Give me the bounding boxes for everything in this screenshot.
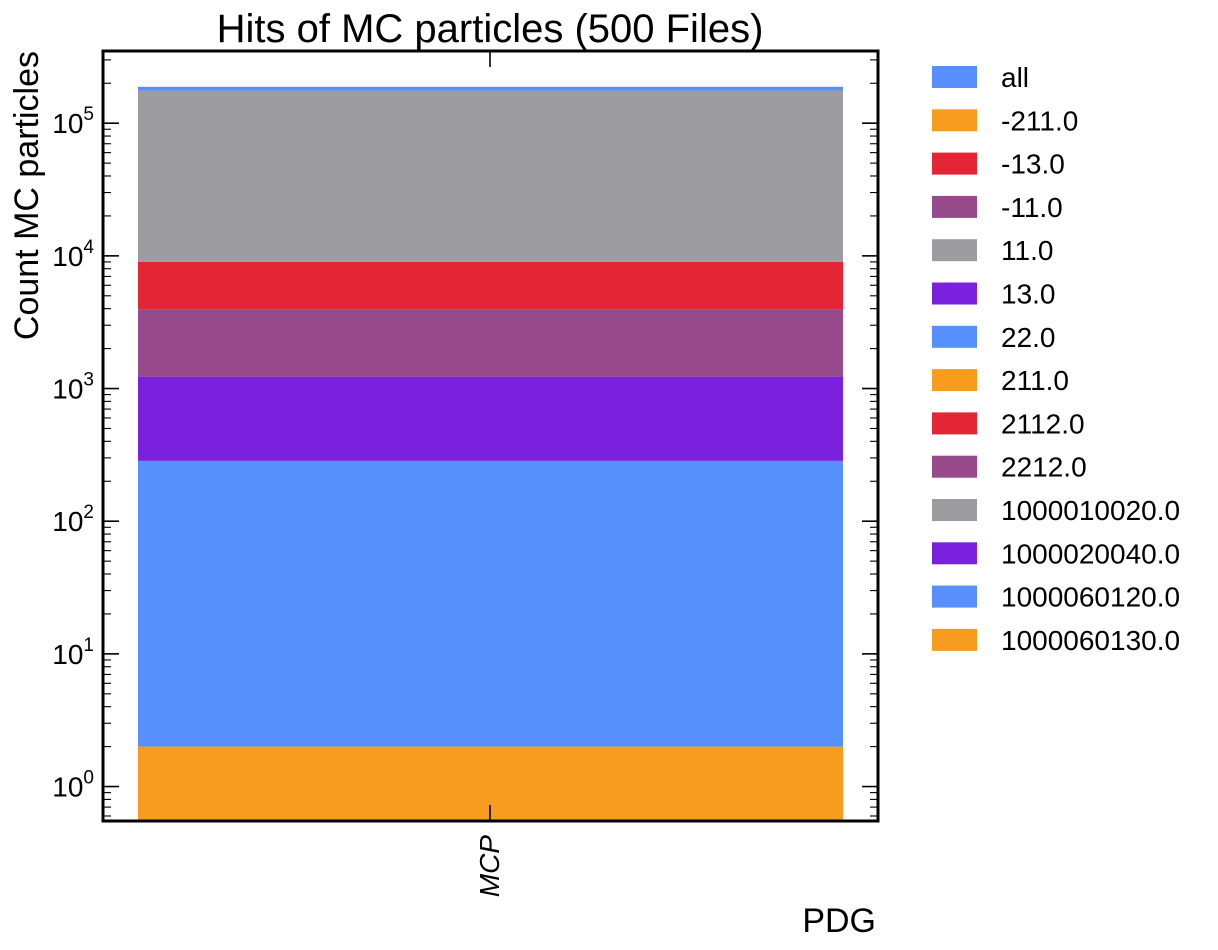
legend-label: 1000010020.0 bbox=[1001, 495, 1180, 526]
y-tick-labels: 100 101 102 103 104 105 bbox=[52, 104, 94, 802]
legend-item: 2212.0 bbox=[932, 452, 1087, 483]
legend-label: -13.0 bbox=[1001, 149, 1065, 180]
bar-segment bbox=[138, 376, 843, 461]
legend-label: 11.0 bbox=[1001, 235, 1053, 266]
legend-item: all bbox=[932, 62, 1029, 93]
bar-segment bbox=[138, 261, 843, 310]
y-axis-label: Count MC particles bbox=[8, 51, 46, 340]
legend-item: 1000060130.0 bbox=[932, 625, 1180, 656]
legend-swatch bbox=[932, 542, 977, 565]
legend-item: 1000010020.0 bbox=[932, 495, 1180, 526]
legend-swatch bbox=[932, 369, 977, 392]
legend-swatch bbox=[932, 152, 977, 175]
legend-item: -13.0 bbox=[932, 149, 1065, 180]
bar-segment bbox=[138, 460, 843, 747]
legend-swatch bbox=[932, 412, 977, 435]
y-tick-label: 101 bbox=[52, 635, 94, 670]
plot-frame bbox=[101, 49, 880, 823]
legend-label: -211.0 bbox=[1001, 105, 1078, 136]
y-tick-label: 104 bbox=[52, 237, 94, 272]
legend-swatch bbox=[932, 195, 977, 218]
legend-swatch bbox=[932, 455, 977, 478]
chart-title: Hits of MC particles (500 Files) bbox=[217, 7, 764, 51]
legend-swatch bbox=[932, 282, 977, 305]
legend-swatch bbox=[932, 66, 977, 88]
legend-swatch bbox=[932, 628, 977, 651]
legend-swatch bbox=[932, 499, 977, 521]
legend-swatch bbox=[932, 325, 977, 348]
legend-item: 1000060120.0 bbox=[932, 582, 1180, 613]
legend-item: 1000020040.0 bbox=[932, 538, 1180, 569]
legend-item: 2112.0 bbox=[932, 408, 1085, 439]
bar-segment bbox=[138, 309, 843, 377]
legend-swatch bbox=[932, 585, 977, 608]
legend-item: 22.0 bbox=[932, 322, 1056, 353]
legend-label: -11.0 bbox=[1001, 192, 1063, 223]
legend-label: 2112.0 bbox=[1001, 408, 1085, 439]
legend-swatch bbox=[932, 109, 977, 132]
y-tick-label: 100 bbox=[52, 768, 94, 803]
legend-label: 1000060130.0 bbox=[1001, 625, 1180, 656]
y-tick-label: 103 bbox=[52, 370, 94, 405]
legend-item: 13.0 bbox=[932, 279, 1056, 310]
x-tick-labels: MCP bbox=[474, 835, 505, 898]
y-tick-label: 102 bbox=[52, 502, 94, 537]
bar-segment bbox=[138, 86, 843, 91]
legend-label: 13.0 bbox=[1001, 279, 1056, 310]
x-axis-label: PDG bbox=[802, 902, 876, 940]
legend-item: -11.0 bbox=[932, 192, 1063, 223]
legend-item: -211.0 bbox=[932, 105, 1078, 136]
legend-label: 22.0 bbox=[1001, 322, 1056, 353]
bar-segments bbox=[138, 86, 843, 821]
legend-label: 1000060120.0 bbox=[1001, 582, 1180, 613]
bar-segment bbox=[138, 90, 843, 262]
legend-item: 211.0 bbox=[932, 365, 1069, 396]
x-tick-label: MCP bbox=[474, 835, 505, 898]
legend-item: 11.0 bbox=[932, 235, 1053, 266]
legend: all -211.0 -13.0 -11.0 11.0 13.0 22.0 211.0 2112… bbox=[932, 62, 1180, 656]
legend-label: 211.0 bbox=[1001, 365, 1069, 396]
legend-swatch bbox=[932, 239, 977, 262]
y-tick-label: 105 bbox=[52, 104, 94, 139]
legend-label: 1000020040.0 bbox=[1001, 538, 1180, 569]
legend-label: all bbox=[1001, 62, 1029, 93]
legend-label: 2212.0 bbox=[1001, 452, 1087, 483]
